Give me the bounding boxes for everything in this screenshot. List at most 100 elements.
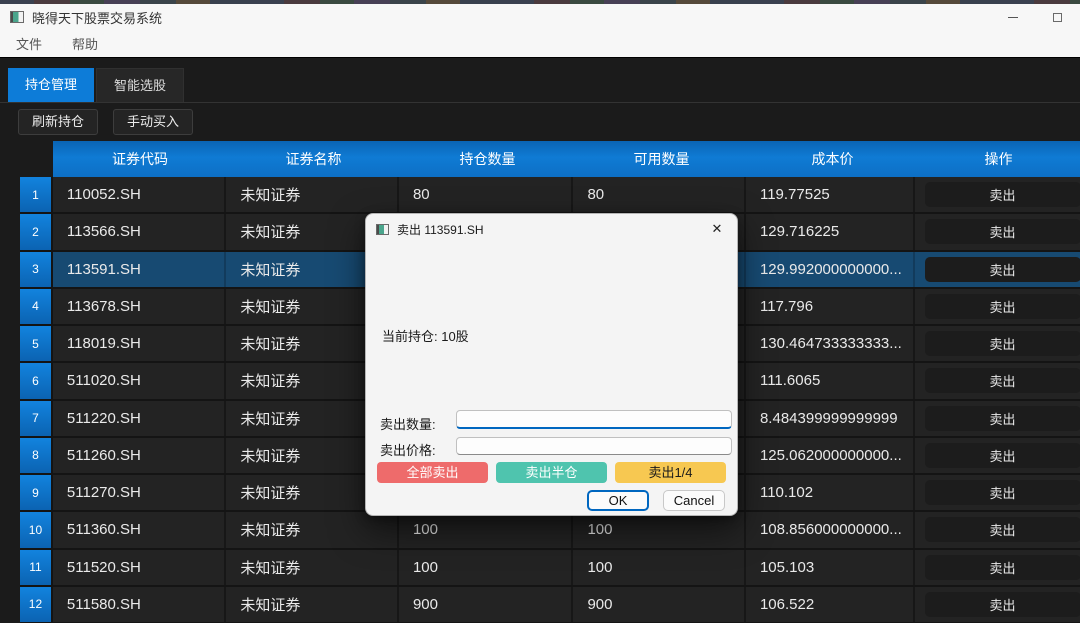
cell-action: 卖出 — [915, 363, 1080, 398]
header-position-qty[interactable]: 持仓数量 — [400, 141, 575, 177]
sell-button[interactable]: 卖出 — [924, 182, 1080, 208]
row-number: 12 — [20, 586, 53, 622]
cell-cost-price: 108.856000000000... — [746, 512, 915, 548]
cell-action: 卖出 — [915, 177, 1080, 212]
sell-quantity-label: 卖出数量: — [380, 417, 436, 432]
window-controls — [990, 4, 1080, 30]
sell-quarter-button[interactable]: 卖出1/4 — [615, 462, 726, 483]
cell-cost-price: 105.103 — [746, 549, 915, 585]
cell-available-qty — [573, 288, 746, 324]
ok-button[interactable]: OK — [587, 490, 649, 511]
cell-action: 卖出 — [915, 438, 1080, 473]
tab-position-management[interactable]: 持仓管理 — [8, 68, 95, 102]
cell-available-qty — [573, 400, 746, 436]
cell-position-qty: 80 — [399, 177, 574, 213]
sell-quantity-input[interactable] — [456, 410, 732, 429]
cell-action: 卖出 — [915, 512, 1080, 547]
cell-available-qty: 100 — [573, 512, 746, 548]
sell-dialog-title: 卖出 113591.SH — [397, 222, 484, 237]
row-number: 6 — [20, 363, 53, 399]
table-row[interactable]: 10 511360.SH 未知证券 100 100 108.856000000000...… — [20, 512, 1080, 550]
sell-button[interactable]: 卖出 — [924, 331, 1080, 357]
table-row[interactable]: 12 511580.SH 未知证券 900 900 106.522 卖出 — [20, 586, 1080, 623]
menu-item-file[interactable]: 文件 — [16, 37, 43, 52]
background-noise-strip — [0, 0, 1080, 4]
table-row[interactable]: 1 110052.SH 未知证券 80 80 119.77525 卖出 — [20, 177, 1080, 215]
cell-security-code: 113566.SH — [53, 214, 227, 250]
sell-all-button[interactable]: 全部卖出 — [377, 462, 488, 483]
row-number: 4 — [20, 288, 53, 324]
tab-smart-stock-picking[interactable]: 智能选股 — [96, 68, 185, 102]
sell-button[interactable]: 卖出 — [924, 554, 1080, 580]
cell-cost-price: 110.102 — [746, 475, 915, 511]
minimize-icon — [1007, 16, 1018, 18]
header-available-qty[interactable]: 可用数量 — [575, 141, 748, 177]
sell-button[interactable]: 卖出 — [924, 517, 1080, 543]
cell-available-qty: 80 — [573, 177, 746, 213]
menu-item-help[interactable]: 帮助 — [72, 37, 99, 52]
header-corner — [20, 141, 53, 177]
cell-cost-price: 8.484399999999999 — [746, 400, 915, 436]
cell-available-qty — [573, 437, 746, 473]
cell-position-qty: 100 — [399, 549, 574, 585]
row-number: 8 — [20, 437, 53, 473]
cell-security-code: 113591.SH — [53, 251, 227, 287]
cell-security-name: 未知证券 — [226, 177, 399, 213]
cell-cost-price: 106.522 — [746, 586, 915, 622]
sell-button[interactable]: 卖出 — [924, 293, 1080, 319]
sell-button[interactable]: 卖出 — [924, 368, 1080, 394]
manual-buy-button[interactable]: 手动买入 — [113, 109, 194, 135]
tab-pane-divider — [0, 102, 1080, 103]
cell-security-code: 511260.SH — [53, 437, 227, 473]
header-security-code[interactable]: 证券代码 — [53, 141, 227, 177]
sell-button[interactable]: 卖出 — [924, 591, 1080, 617]
row-number: 2 — [20, 214, 53, 250]
sell-price-input[interactable] — [456, 437, 732, 455]
cell-position-qty: 900 — [399, 586, 574, 622]
window-title: 晓得天下股票交易系统 — [32, 10, 163, 26]
sell-button[interactable]: 卖出 — [924, 405, 1080, 431]
cell-cost-price: 111.6065 — [746, 363, 915, 399]
header-action[interactable]: 操作 — [917, 141, 1080, 177]
cell-security-code: 113678.SH — [53, 288, 227, 324]
table-row[interactable]: 5 118019.SH 未知证券 130.464733333333... 卖出 — [20, 326, 1080, 364]
cell-action: 卖出 — [915, 550, 1080, 585]
sell-dialog-titlebar: 卖出 113591.SH ✕ — [366, 214, 737, 244]
cell-security-code: 118019.SH — [53, 326, 227, 362]
cell-available-qty — [573, 251, 746, 287]
cell-cost-price: 129.992000000000... — [746, 251, 915, 287]
sell-button[interactable]: 卖出 — [924, 256, 1080, 282]
cell-security-code: 110052.SH — [53, 177, 227, 213]
table-row[interactable]: 11 511520.SH 未知证券 100 100 105.103 卖出 — [20, 549, 1080, 587]
cell-available-qty — [573, 475, 746, 511]
row-number: 9 — [20, 475, 53, 511]
header-cost-price[interactable]: 成本价 — [748, 141, 917, 177]
row-number: 10 — [20, 512, 53, 548]
cell-security-code: 511270.SH — [53, 475, 227, 511]
cell-security-code: 511580.SH — [53, 586, 227, 622]
cell-cost-price: 119.77525 — [746, 177, 915, 213]
header-security-name[interactable]: 证券名称 — [227, 141, 400, 177]
sell-button[interactable]: 卖出 — [924, 480, 1080, 506]
close-icon[interactable]: ✕ — [711, 221, 723, 236]
positions-table: 证券代码 证券名称 持仓数量 可用数量 成本价 操作 1 110052.SH 未知证… — [20, 141, 1080, 623]
cell-security-code: 511220.SH — [53, 400, 227, 436]
cell-available-qty: 900 — [573, 586, 746, 622]
minimize-button[interactable] — [990, 4, 1035, 30]
row-number: 3 — [20, 251, 53, 287]
sell-half-button[interactable]: 卖出半仓 — [496, 462, 607, 483]
maximize-button[interactable] — [1035, 4, 1080, 30]
cell-security-code: 511020.SH — [53, 363, 227, 399]
sell-button[interactable]: 卖出 — [924, 219, 1080, 245]
window-titlebar: 晓得天下股票交易系统 — [0, 4, 1080, 30]
sell-button[interactable]: 卖出 — [924, 442, 1080, 468]
cell-action: 卖出 — [915, 587, 1080, 622]
menu-bar: 文件 帮助 — [0, 30, 1080, 57]
cell-security-name: 未知证券 — [226, 586, 399, 622]
cell-action: 卖出 — [915, 326, 1080, 361]
cell-cost-price: 129.716225 — [746, 214, 915, 250]
cancel-button[interactable]: Cancel — [663, 490, 725, 511]
refresh-positions-button[interactable]: 刷新持仓 — [18, 109, 99, 135]
cell-security-name: 未知证券 — [226, 512, 399, 548]
app-body: 持仓管理 智能选股 刷新持仓 手动买入 证券代码 证券名称 持仓数量 可用数量 … — [0, 57, 1080, 623]
